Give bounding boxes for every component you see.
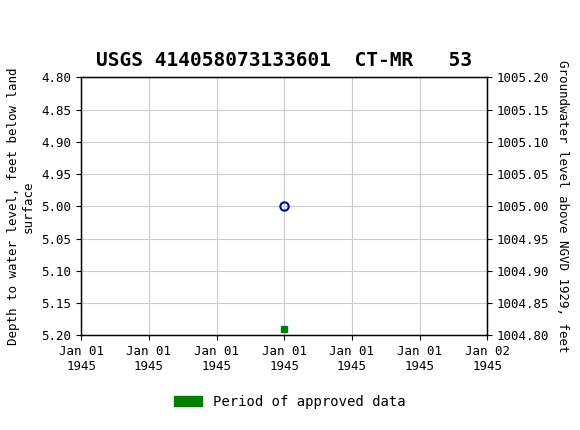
Title: USGS 414058073133601  CT-MR   53: USGS 414058073133601 CT-MR 53 [96, 51, 472, 70]
Legend: Period of approved data: Period of approved data [169, 390, 411, 415]
Y-axis label: Groundwater level above NGVD 1929, feet: Groundwater level above NGVD 1929, feet [556, 60, 570, 353]
Text: ≡USGS: ≡USGS [17, 10, 72, 28]
Y-axis label: Depth to water level, feet below land
surface: Depth to water level, feet below land su… [6, 68, 35, 345]
